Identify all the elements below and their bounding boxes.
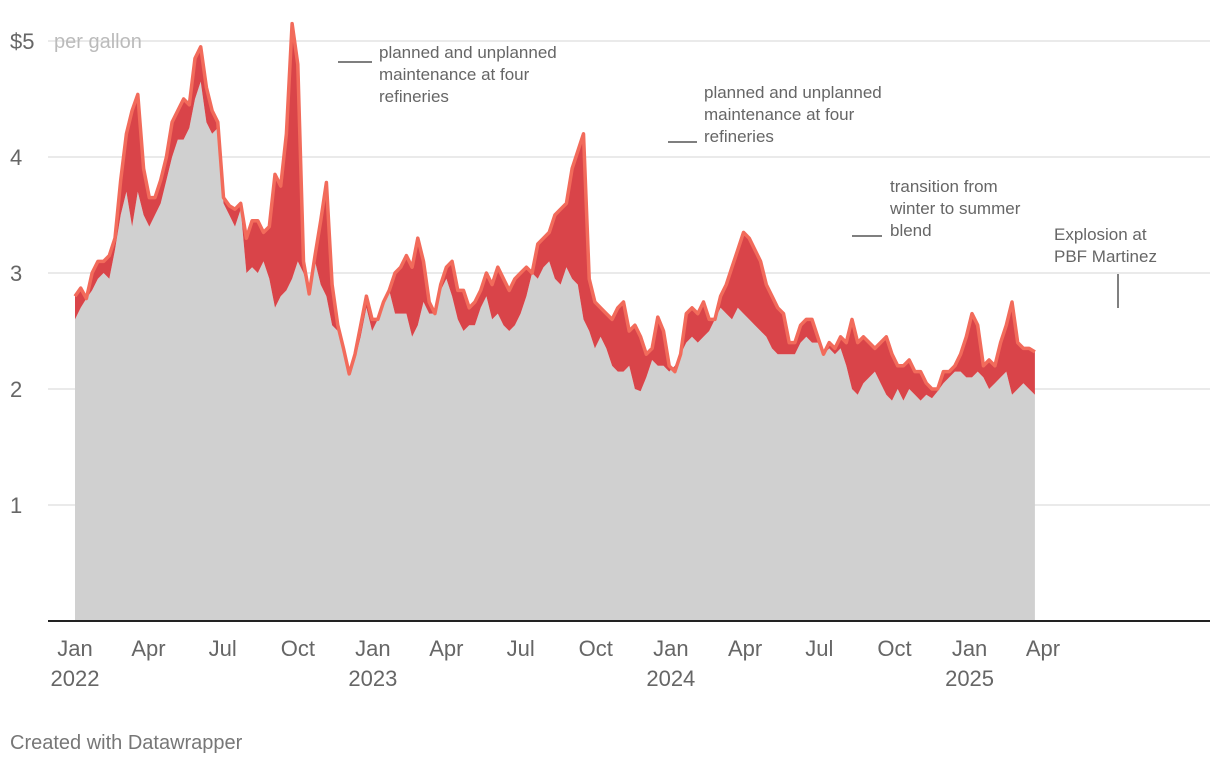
x-tick-year: 2022 [51,666,100,691]
x-tick-label: Jul [209,636,237,661]
annotation-text: refineries [704,127,774,146]
annotation-text: blend [890,221,932,240]
y-tick-label: 3 [10,261,22,286]
x-tick-label: Apr [131,636,165,661]
annotation-text: planned and unplanned [379,43,557,62]
y-axis-tick-labels: 1 2 3 4 $5 [10,29,34,518]
y-tick-label: $5 [10,29,34,54]
annotation-text: transition from [890,177,998,196]
x-tick-label: Jan [57,636,92,661]
x-tick-label: Apr [429,636,463,661]
annotation-text: winter to summer [889,199,1021,218]
x-tick-label: Jan [653,636,688,661]
annotation-text: maintenance at four [704,105,855,124]
y-tick-label: 1 [10,493,22,518]
x-tick-label: Apr [728,636,762,661]
x-axis-tick-labels: Jan 2022 Apr Jul Oct Jan 2023 Apr Jul Oct Jan 2024 A… [51,636,1061,691]
lower-price-area [75,81,1035,622]
annotation-text: PBF Martinez [1054,247,1157,266]
x-tick-label: Jul [507,636,535,661]
annotation-text: Explosion at [1054,225,1147,244]
annotation-text: planned and unplanned [704,83,882,102]
y-tick-label: 4 [10,145,22,170]
x-tick-label: Jan [952,636,987,661]
x-tick-label: Jul [805,636,833,661]
x-tick-label: Jan [355,636,390,661]
annotation-text: maintenance at four [379,65,530,84]
x-tick-year: 2023 [348,666,397,691]
datawrapper-credit: Created with Datawrapper [10,732,243,754]
y-tick-label: 2 [10,377,22,402]
chart-annotations: planned and unplanned maintenance at four… [338,43,1157,308]
x-tick-label: Oct [579,636,613,661]
x-tick-label: Oct [877,636,911,661]
x-tick-year: 2024 [646,666,695,691]
x-tick-label: Oct [281,636,315,661]
x-tick-label: Apr [1026,636,1060,661]
annotation-text: refineries [379,87,449,106]
x-tick-year: 2025 [945,666,994,691]
upper-price-line [73,21,1036,391]
y-axis-unit-label: per gallon [54,31,142,53]
